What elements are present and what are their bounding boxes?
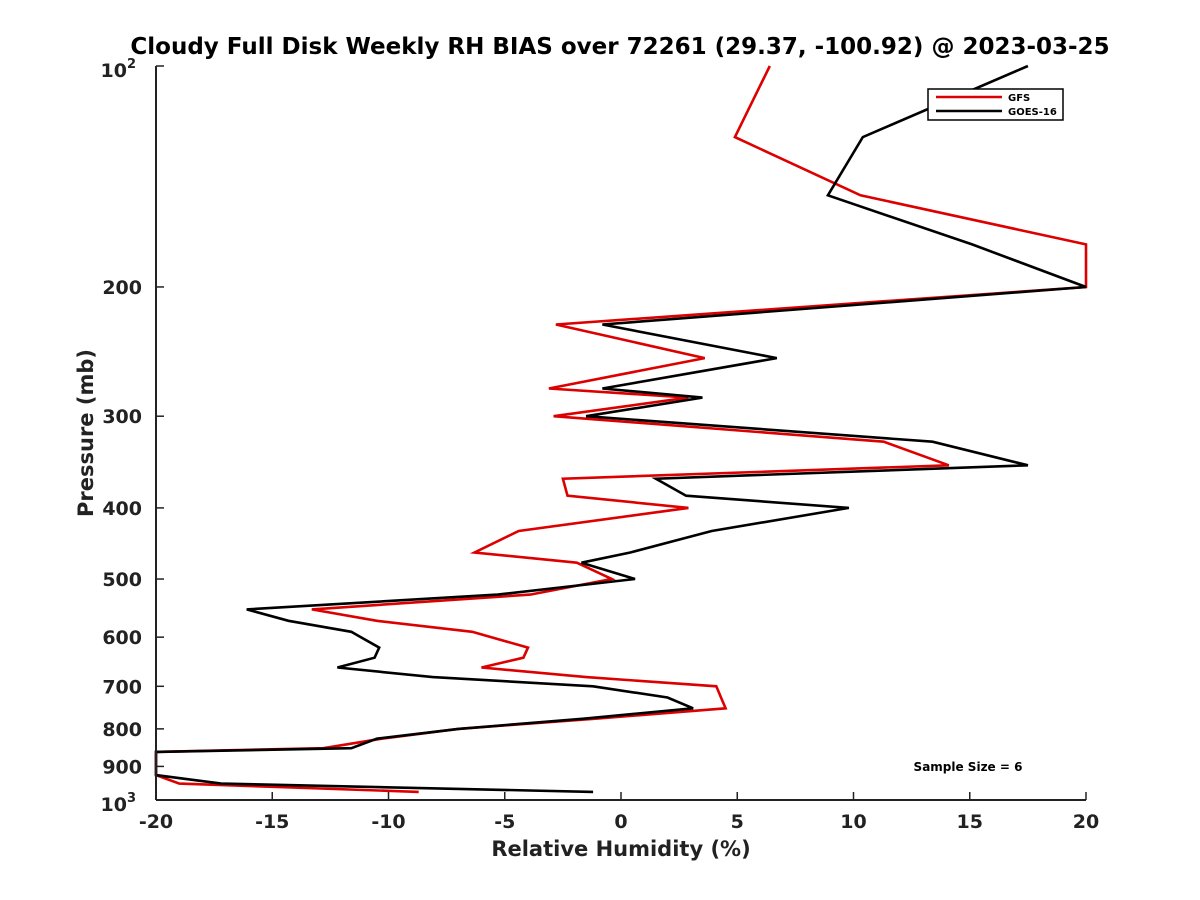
- series-layer: [154, 64, 1088, 794]
- y-tick-label: 600: [102, 627, 142, 649]
- x-tick-label: 15: [957, 811, 983, 833]
- x-axis-label: Relative Humidity (%): [491, 837, 750, 861]
- plot-background: [156, 66, 1086, 800]
- x-tick-label: 10: [840, 811, 866, 833]
- y-tick-bottom-exp: 3: [127, 791, 136, 806]
- x-tick-label: 20: [1073, 811, 1099, 833]
- x-tick-label: 0: [614, 811, 627, 833]
- y-tick-label: 800: [102, 719, 142, 741]
- x-tick-label: -5: [494, 811, 515, 833]
- plot-area: [154, 64, 1088, 801]
- y-tick-label-bottom: 103: [101, 791, 137, 816]
- legend-label: GOES-16: [1008, 107, 1057, 118]
- x-ticks: -20 -15 -10 -5 0 5 10 15 20: [139, 792, 1099, 833]
- y-tick-label: 700: [102, 676, 142, 698]
- y-tick-top-exp: 2: [127, 57, 136, 72]
- x-tick-label: -15: [255, 811, 289, 833]
- x-tick-label: -10: [371, 811, 405, 833]
- legend-box: [927, 88, 1064, 121]
- x-tick-label: 5: [731, 811, 744, 833]
- y-tick-label: 500: [102, 569, 142, 591]
- legend-label: GFS: [1008, 93, 1030, 104]
- sample-size-note: Sample Size = 6: [914, 760, 1023, 774]
- legend: GFS GOES-16: [927, 88, 1064, 121]
- y-tick-top-base: 10: [101, 60, 127, 82]
- y-tick-label: 900: [102, 756, 142, 778]
- y-axis-label: Pressure (mb): [74, 349, 98, 517]
- y-tick-bottom-base: 10: [101, 794, 127, 816]
- chart-title: Cloudy Full Disk Weekly RH BIAS over 722…: [130, 34, 1109, 60]
- series-line-goes-16: [154, 64, 1087, 794]
- y-tick-label: 200: [102, 277, 142, 299]
- y-tick-label: 400: [102, 498, 142, 520]
- y-tick-label: 300: [102, 406, 142, 428]
- y-tick-label-top: 102: [101, 57, 137, 82]
- x-tick-label: -20: [139, 811, 173, 833]
